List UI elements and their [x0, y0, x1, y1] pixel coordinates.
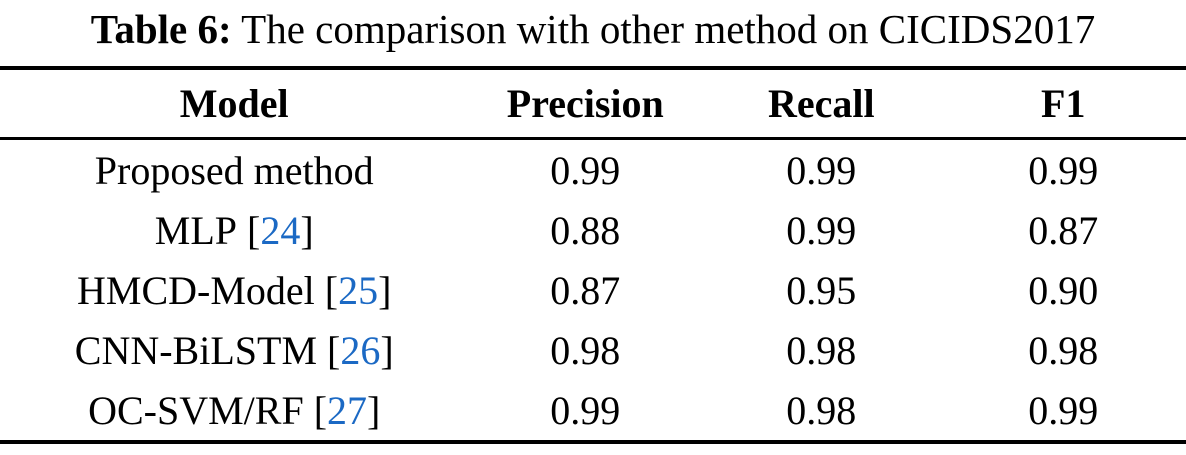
f1-cell: 0.99 — [1028, 147, 1099, 193]
citation-open-bracket: [ — [327, 327, 341, 373]
citation-open-bracket: [ — [313, 387, 328, 433]
citation-close-bracket: ] — [378, 267, 392, 313]
citation-link[interactable]: 24 — [260, 207, 301, 253]
precision-cell: 0.99 — [550, 387, 621, 433]
recall-cell: 0.99 — [786, 147, 857, 193]
recall-cell: 0.98 — [786, 387, 857, 433]
table-header-row: Model Precision Recall F1 — [0, 68, 1186, 141]
citation-link[interactable]: 25 — [338, 267, 379, 313]
model-name: Proposed method — [94, 147, 374, 193]
model-cell: Proposed method — [0, 139, 468, 201]
citation-link[interactable]: 27 — [327, 387, 368, 433]
citation-close-bracket: ] — [300, 207, 314, 253]
table-row: CNN-BiLSTM [26] 0.98 0.98 0.98 — [0, 320, 1186, 380]
table-caption-label: Table 6: — [90, 6, 232, 52]
table-row: Proposed method 0.99 0.99 0.99 — [0, 139, 1186, 201]
table-row: HMCD-Model [25] 0.87 0.95 0.90 — [0, 260, 1186, 320]
f1-cell: 0.99 — [1028, 387, 1099, 433]
column-header-f1: F1 — [940, 68, 1186, 141]
citation-close-bracket: ] — [367, 387, 381, 433]
citation-open-bracket: [ — [247, 207, 261, 253]
model-name: CNN-BiLSTM — [74, 327, 318, 373]
citation-open-bracket: [ — [324, 267, 339, 313]
model-cell: OC-SVM/RF [27] — [0, 380, 468, 442]
table-row: OC-SVM/RF [27] 0.99 0.98 0.99 — [0, 380, 1186, 442]
table-caption-text: The comparison with other method on CICI… — [231, 6, 1096, 52]
citation-close-bracket: ] — [380, 327, 394, 373]
model-cell: HMCD-Model [25] — [0, 260, 468, 320]
model-name: HMCD-Model — [77, 267, 315, 313]
precision-cell: 0.87 — [550, 267, 621, 313]
precision-cell: 0.99 — [550, 147, 621, 193]
comparison-table: Model Precision Recall F1 Proposed metho… — [0, 66, 1186, 445]
column-header-precision: Precision — [468, 68, 703, 141]
model-name: OC-SVM/RF — [88, 387, 304, 433]
recall-cell: 0.95 — [786, 267, 857, 313]
precision-cell: 0.88 — [550, 207, 621, 253]
precision-cell: 0.98 — [550, 327, 621, 373]
f1-cell: 0.98 — [1028, 327, 1099, 373]
table-caption: Table 6: The comparison with other metho… — [0, 0, 1186, 66]
recall-cell: 0.99 — [786, 207, 857, 253]
model-cell: CNN-BiLSTM [26] — [0, 320, 468, 380]
model-name: MLP — [154, 207, 238, 253]
model-cell: MLP [24] — [0, 200, 468, 260]
f1-cell: 0.87 — [1028, 207, 1099, 253]
f1-cell: 0.90 — [1028, 267, 1099, 313]
column-header-model: Model — [0, 68, 469, 141]
citation-link[interactable]: 26 — [340, 327, 381, 373]
recall-cell: 0.98 — [786, 327, 857, 373]
table-row: MLP [24] 0.88 0.99 0.87 — [0, 200, 1186, 260]
column-header-recall: Recall — [702, 68, 941, 141]
